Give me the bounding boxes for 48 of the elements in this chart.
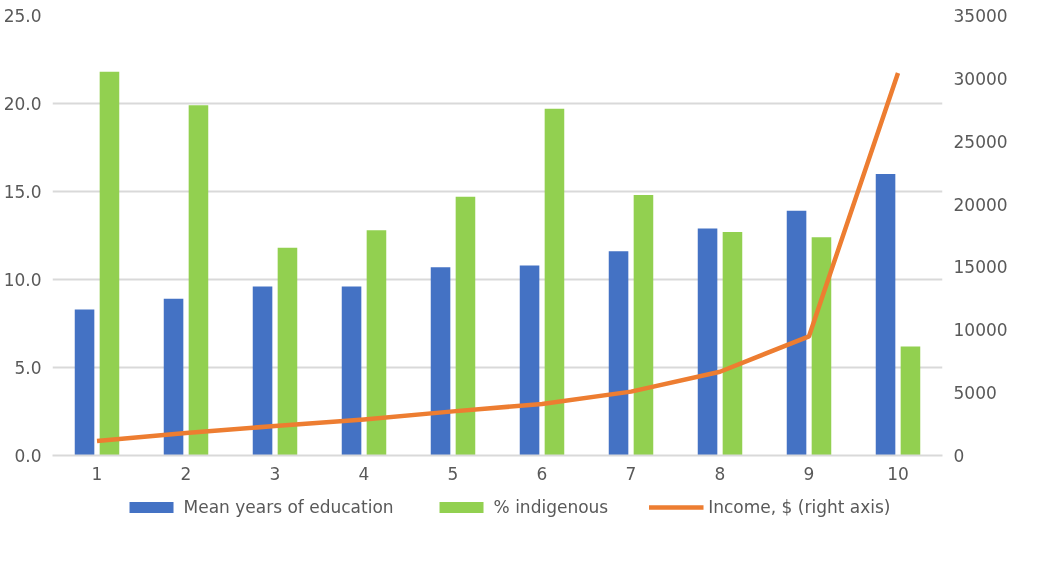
y2-tick-label: 20000 <box>953 194 1008 215</box>
legend-label: Income, $ (right axis) <box>708 497 891 517</box>
y2-tick-label: 10000 <box>953 320 1008 341</box>
bar <box>875 173 896 456</box>
y2-tick-label: 15000 <box>953 257 1008 278</box>
bar <box>519 265 540 456</box>
y2-tick-label: 35000 <box>953 6 1008 26</box>
bar <box>811 237 832 456</box>
bar <box>544 108 565 456</box>
bar <box>341 286 362 456</box>
bar <box>455 196 476 456</box>
x-tick-label: 9 <box>803 463 815 484</box>
bar <box>697 228 718 456</box>
bar <box>633 195 654 456</box>
x-tick-label: 6 <box>536 463 548 484</box>
line-series <box>94 70 901 444</box>
legend-label: % indigenous <box>493 497 609 517</box>
y-tick-label: 10.0 <box>3 270 42 290</box>
x-tick-label: 5 <box>447 463 459 484</box>
x-tick-label: 2 <box>180 463 192 484</box>
bar <box>366 230 387 456</box>
bar <box>188 105 209 456</box>
y2-tick-label: 25000 <box>953 131 1008 152</box>
x-tick-label: 4 <box>358 463 370 484</box>
x-tick-label: 7 <box>625 463 637 484</box>
y-tick-label: 5.0 <box>14 358 42 378</box>
bar <box>608 251 629 456</box>
bar <box>430 267 451 456</box>
y2-tick-label: 5000 <box>953 383 997 404</box>
y-tick-label: 25.0 <box>3 6 42 26</box>
bar <box>163 298 184 456</box>
y-tick-label: 0.0 <box>14 446 42 466</box>
x-tick-label: 3 <box>269 463 281 484</box>
x-tick-label: 1 <box>91 463 103 484</box>
bar <box>786 210 807 456</box>
bar <box>252 286 273 456</box>
legend-label: Mean years of education <box>183 497 394 517</box>
bar <box>722 231 743 456</box>
y-tick-label: 20.0 <box>3 94 42 114</box>
bar <box>900 346 921 456</box>
bar <box>277 247 298 456</box>
y-tick-label: 15.0 <box>3 182 42 202</box>
y2-tick-label: 0 <box>953 446 965 466</box>
x-tick-label: 10 <box>887 463 909 484</box>
bar <box>74 309 95 456</box>
x-tick-label: 8 <box>714 463 726 484</box>
bar <box>99 71 120 456</box>
y2-tick-label: 30000 <box>953 68 1008 89</box>
